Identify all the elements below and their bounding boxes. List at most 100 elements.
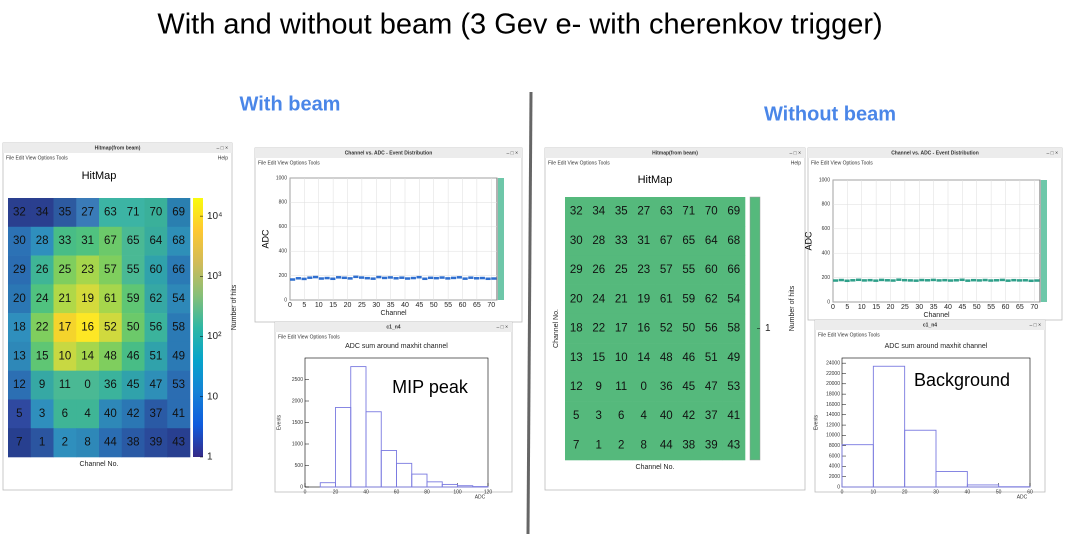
hitmap-cell — [700, 197, 723, 227]
x-tick-label: 5 — [302, 302, 306, 309]
channel-label: 5 — [16, 408, 22, 420]
y-tick-label: 200 — [279, 273, 288, 279]
hitmap-cell — [99, 255, 123, 285]
y-tick-label: 18000 — [826, 391, 840, 397]
y-tick-label: 200 — [822, 275, 831, 281]
title-bar — [255, 148, 522, 158]
hitmap-cell — [632, 255, 656, 285]
hitmap-cell — [565, 372, 588, 402]
x-tick-label: 50 — [973, 304, 981, 311]
channel-label: 53 — [727, 381, 740, 393]
panel-heading: With beam — [240, 93, 341, 115]
window-title: Channel vs. ADC - Event Distribution — [345, 150, 433, 156]
hitmap-cell — [30, 341, 54, 371]
hitmap-cell — [722, 284, 746, 315]
x-tick-label: 30 — [933, 489, 939, 495]
y-tick-label: 1000 — [292, 441, 303, 447]
hitmap-cell — [610, 255, 633, 285]
adc-point — [428, 276, 434, 280]
adc-point — [347, 277, 353, 280]
channel-label: 4 — [641, 410, 648, 422]
hitmap-cell — [610, 343, 633, 373]
channel-label: 16 — [81, 322, 94, 334]
menu-bar[interactable]: File Edit View Options Tools — [548, 160, 610, 166]
x-tick-label: 20 — [887, 304, 895, 311]
channel-label: 38 — [682, 439, 695, 451]
menu-bar[interactable]: File Edit View Options Tools — [818, 332, 880, 338]
adc-point — [456, 276, 462, 279]
channel-label: 70 — [149, 206, 162, 218]
adc-point — [370, 277, 376, 280]
adc-point — [479, 276, 485, 280]
hitmap-cell — [565, 197, 588, 227]
channel-label: 54 — [172, 293, 185, 305]
title-bar — [815, 320, 1045, 330]
hitmap-cell — [99, 284, 123, 314]
hitmap-cell — [677, 284, 701, 315]
y-axis-label: Events — [813, 414, 819, 430]
hitmap-cell — [722, 197, 746, 227]
channel-label: 61 — [660, 293, 673, 305]
channel-label: 4 — [84, 408, 91, 420]
hitmap-cell — [700, 284, 723, 315]
channel-label: 5 — [573, 410, 579, 422]
x-tick-label: 0 — [304, 489, 307, 495]
hitmap-cell — [610, 313, 633, 344]
hitmap-cell — [121, 341, 145, 371]
channel-label: 8 — [84, 437, 90, 449]
y-tick-label: 22000 — [826, 371, 840, 377]
adc-point — [330, 277, 336, 281]
hitmap-cell — [610, 197, 633, 227]
menu-bar[interactable]: File Edit View Options Tools — [278, 334, 340, 340]
hitmap-cell — [167, 370, 191, 400]
y-tick-label: 12000 — [826, 422, 840, 428]
channel-label: 66 — [172, 264, 185, 276]
hitmap-cell — [677, 226, 701, 256]
hitmap-cell — [121, 284, 145, 314]
y-tick-label: 10000 — [826, 433, 840, 439]
x-axis-label: Channel No. — [80, 461, 119, 468]
channel-label: 30 — [570, 235, 583, 247]
adc-point — [445, 277, 451, 280]
hitmap-cell — [655, 343, 678, 373]
hitmap-cell — [632, 197, 656, 227]
adc-point — [988, 279, 994, 282]
menu-bar[interactable]: File Edit View Options Tools — [258, 160, 320, 166]
colorbar — [1041, 180, 1047, 302]
channel-label: 20 — [570, 293, 583, 305]
hitmap-cell — [587, 313, 611, 344]
channel-label: 52 — [104, 322, 117, 334]
channel-label: 0 — [641, 381, 647, 393]
channel-label: 47 — [149, 379, 162, 391]
channel-label: 15 — [36, 350, 49, 362]
hitmap-cell — [677, 343, 701, 373]
y-tick-label: 14000 — [826, 412, 840, 418]
help-menu[interactable]: Help — [218, 155, 229, 161]
hitmap-cell — [30, 399, 54, 429]
adc-point — [485, 277, 491, 281]
help-menu[interactable]: Help — [791, 160, 802, 166]
hitmap-cell — [144, 428, 168, 458]
channel-label: 49 — [727, 352, 740, 364]
y-tick-label: 2000 — [292, 398, 303, 404]
hitmap-cell — [144, 226, 168, 256]
x-tick-label: 50 — [430, 302, 438, 309]
channel-label: 56 — [705, 323, 718, 335]
hitmap-cell — [632, 313, 656, 344]
adc-point — [994, 279, 1000, 282]
menu-bar[interactable]: File Edit View Options Tools — [6, 155, 68, 161]
menu-bar[interactable]: File Edit View Options Tools — [811, 160, 873, 166]
channel-label: 21 — [615, 293, 628, 305]
channel-label: 69 — [172, 206, 185, 218]
channel-label: 46 — [127, 350, 140, 362]
hitmap-cell — [8, 198, 32, 228]
y-tick-label: 500 — [295, 463, 304, 469]
adc-point — [856, 278, 862, 282]
hitmap-cell — [76, 313, 100, 343]
x-tick-label: 70 — [487, 302, 495, 309]
adc-point — [907, 279, 913, 282]
y-tick-label: 8000 — [829, 443, 840, 449]
channel-label: 45 — [682, 381, 695, 393]
x-tick-label: 20 — [902, 489, 908, 495]
hitmap-cell — [167, 313, 191, 343]
